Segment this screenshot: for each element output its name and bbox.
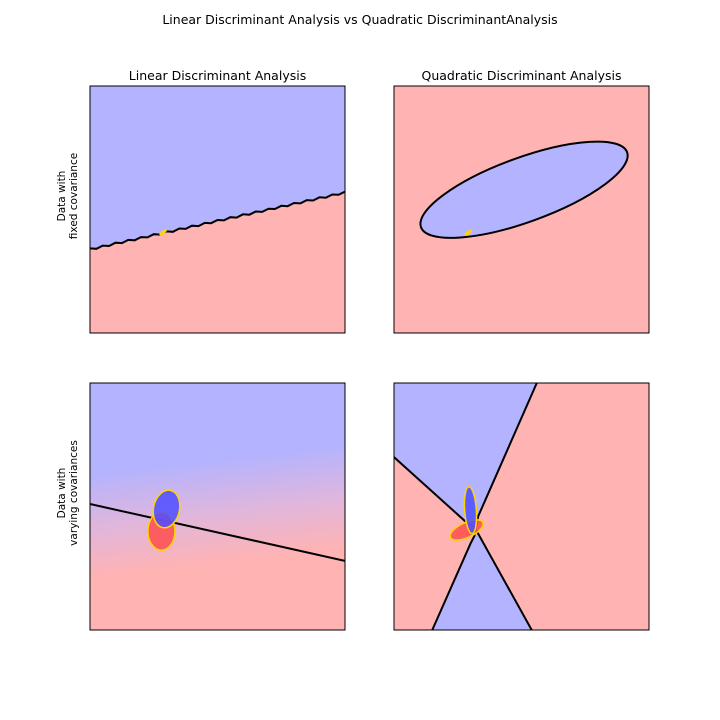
region-background bbox=[90, 383, 345, 630]
decision-boundary bbox=[90, 503, 345, 562]
covariance-ellipse-class-1 bbox=[466, 229, 473, 235]
plot-panel-4 bbox=[394, 383, 649, 630]
column-title-qda: Quadratic Discriminant Analysis bbox=[421, 68, 622, 83]
figure-suptitle: Linear Discriminant Analysis vs Quadrati… bbox=[162, 12, 558, 27]
axes-frame bbox=[393, 382, 650, 631]
covariance-ellipse-class-1 bbox=[152, 489, 181, 529]
axes-frame bbox=[89, 382, 346, 631]
covariance-ellipse-class-1 bbox=[463, 486, 478, 535]
covariance-ellipse-class-1 bbox=[161, 229, 167, 235]
decision-boundary bbox=[90, 190, 345, 250]
axes-frame bbox=[89, 85, 346, 334]
plot-panel-3 bbox=[90, 383, 345, 630]
decision-boundary-2 bbox=[431, 383, 538, 630]
column-title-lda: Linear Discriminant Analysis bbox=[128, 68, 307, 83]
plot-panel-2 bbox=[394, 86, 649, 333]
plot-panel-1 bbox=[90, 86, 345, 333]
region-class-1-bottom bbox=[432, 533, 532, 630]
region-class-1-top bbox=[394, 383, 537, 529]
decision-boundary bbox=[419, 140, 629, 239]
axes-frame bbox=[393, 85, 650, 334]
region-class-1 bbox=[90, 86, 345, 250]
